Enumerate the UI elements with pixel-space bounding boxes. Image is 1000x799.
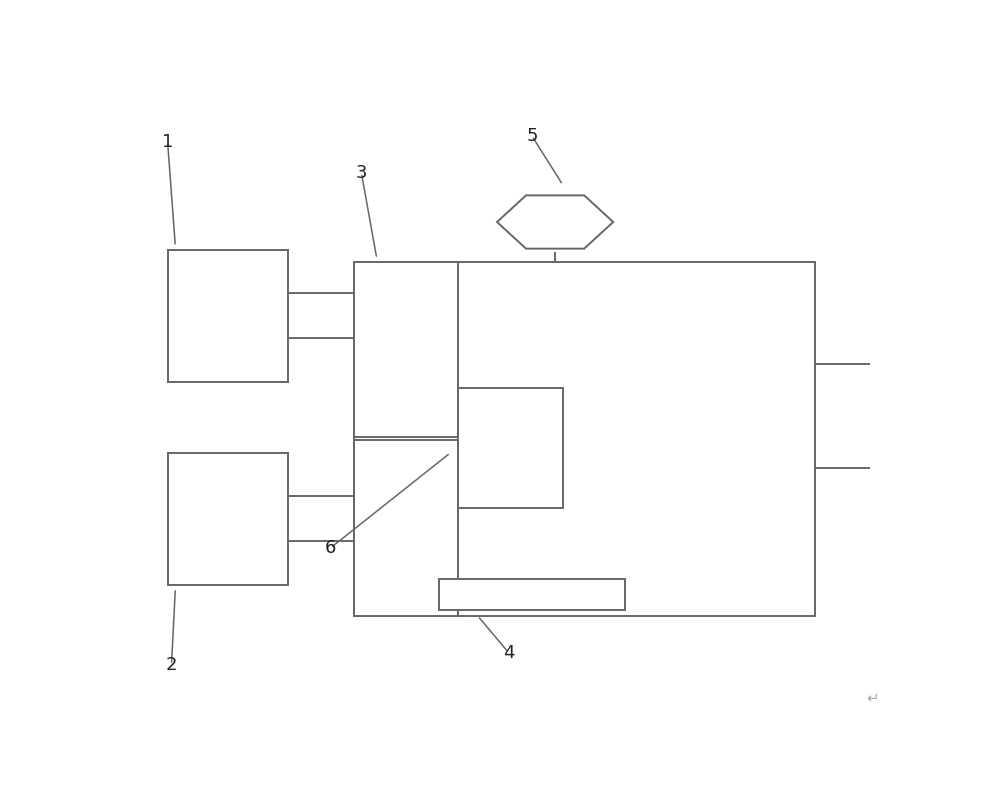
Text: 6: 6 bbox=[325, 539, 336, 557]
Bar bbox=[354, 440, 458, 616]
Text: 1: 1 bbox=[162, 133, 173, 151]
Polygon shape bbox=[497, 196, 613, 248]
Text: 2: 2 bbox=[166, 656, 177, 674]
Text: 3: 3 bbox=[356, 164, 367, 182]
Text: 4: 4 bbox=[503, 644, 514, 662]
Bar bbox=[168, 249, 288, 382]
Bar bbox=[439, 578, 625, 610]
Bar bbox=[354, 262, 815, 616]
Text: ↵: ↵ bbox=[866, 690, 879, 705]
Bar bbox=[458, 388, 563, 508]
Bar bbox=[354, 262, 458, 437]
Text: 5: 5 bbox=[526, 127, 538, 145]
Bar bbox=[168, 453, 288, 585]
